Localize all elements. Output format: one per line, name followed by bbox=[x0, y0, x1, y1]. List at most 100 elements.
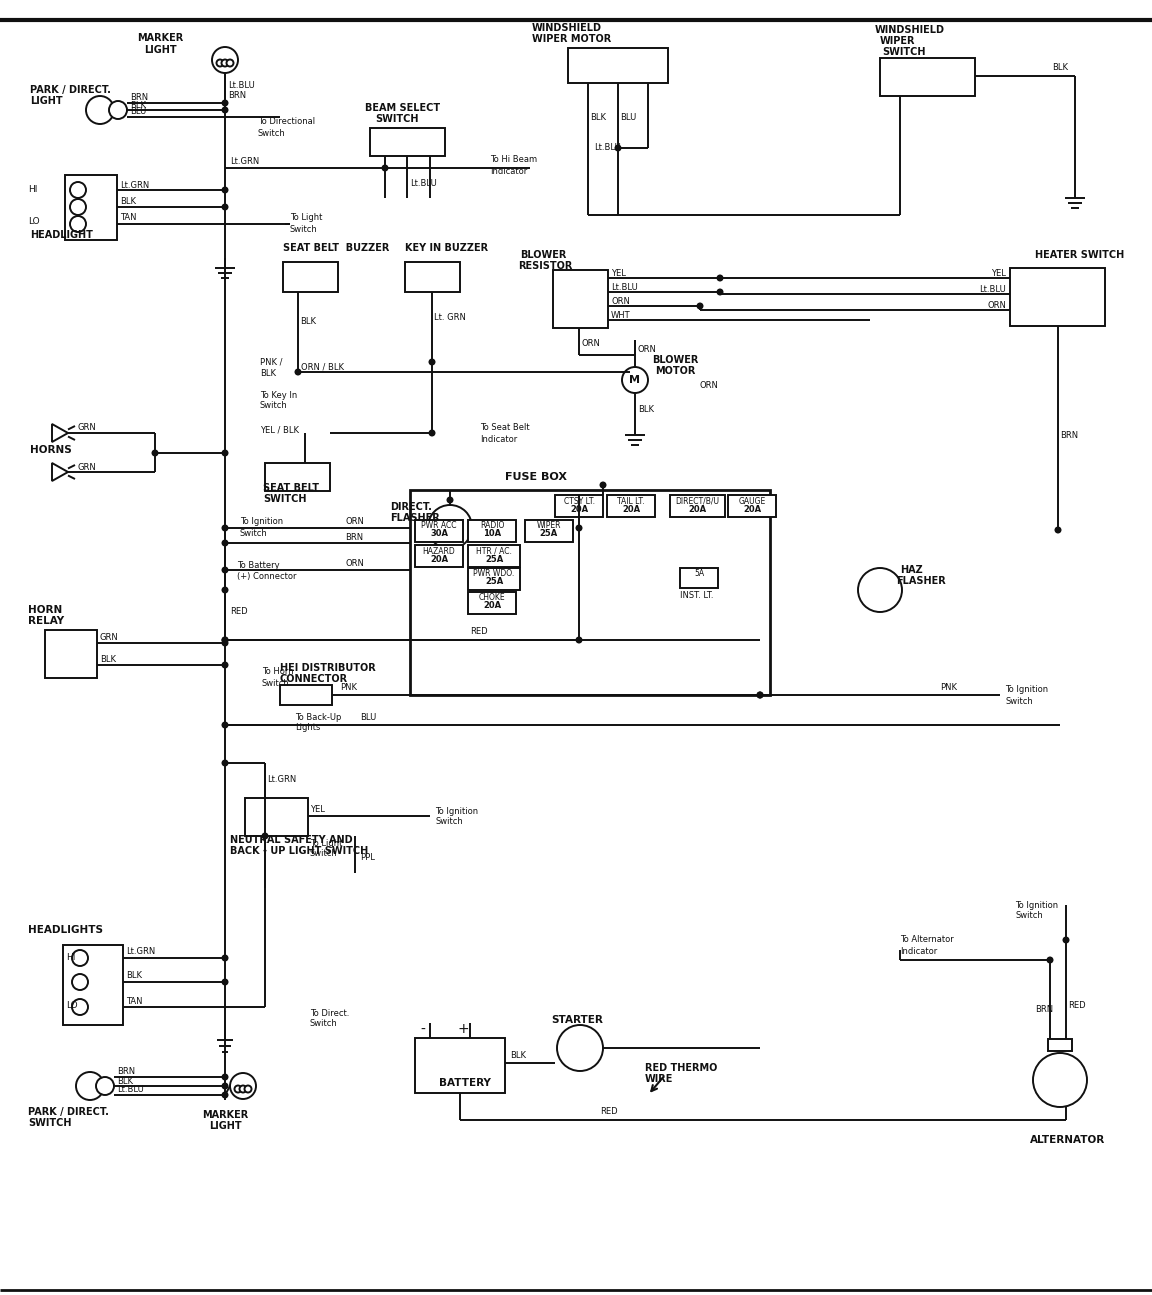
Bar bbox=[553, 269, 608, 328]
Circle shape bbox=[221, 759, 228, 767]
Bar bbox=[1010, 268, 1105, 326]
Circle shape bbox=[221, 106, 228, 114]
Text: CONNECTOR: CONNECTOR bbox=[280, 673, 348, 684]
Text: To Direct.: To Direct. bbox=[310, 1009, 349, 1018]
Text: To Horn: To Horn bbox=[262, 667, 294, 676]
Text: HEATER SWITCH: HEATER SWITCH bbox=[1034, 250, 1124, 260]
Circle shape bbox=[599, 482, 606, 488]
Text: BLK: BLK bbox=[126, 971, 142, 980]
Text: To Ignition: To Ignition bbox=[435, 807, 478, 816]
Text: 20A: 20A bbox=[689, 505, 706, 514]
Text: ORN: ORN bbox=[611, 297, 630, 306]
Text: (+) Connector: (+) Connector bbox=[237, 571, 296, 580]
Bar bbox=[283, 262, 338, 291]
Text: SWITCH: SWITCH bbox=[28, 1118, 71, 1128]
Text: To Ignition: To Ignition bbox=[240, 518, 283, 527]
Circle shape bbox=[70, 216, 86, 232]
Circle shape bbox=[221, 637, 228, 644]
Text: PWR WDO.: PWR WDO. bbox=[473, 570, 515, 579]
Text: GRN: GRN bbox=[100, 633, 119, 642]
Text: LIGHT: LIGHT bbox=[144, 45, 176, 54]
Text: ORN: ORN bbox=[700, 381, 719, 390]
Text: To Ignition: To Ignition bbox=[1015, 900, 1059, 909]
Bar bbox=[728, 495, 776, 517]
Text: 20A: 20A bbox=[570, 505, 588, 514]
Text: PARK / DIRECT.: PARK / DIRECT. bbox=[30, 85, 111, 95]
Text: To Hi Beam: To Hi Beam bbox=[490, 155, 537, 164]
Text: CTSY LT.: CTSY LT. bbox=[563, 496, 594, 505]
Text: Switch: Switch bbox=[1015, 912, 1043, 921]
Text: BLU: BLU bbox=[359, 712, 377, 721]
Text: Switch: Switch bbox=[310, 850, 338, 859]
Circle shape bbox=[622, 366, 647, 392]
Text: Switch: Switch bbox=[290, 224, 318, 233]
Text: Switch: Switch bbox=[258, 128, 286, 137]
Circle shape bbox=[227, 60, 234, 66]
Text: BLK: BLK bbox=[100, 655, 116, 664]
Text: HEADLIGHTS: HEADLIGHTS bbox=[28, 925, 103, 935]
Circle shape bbox=[221, 662, 228, 668]
Text: 30A: 30A bbox=[430, 530, 448, 539]
Circle shape bbox=[576, 637, 583, 644]
Text: Switch: Switch bbox=[435, 817, 463, 826]
Text: BATTERY: BATTERY bbox=[439, 1077, 491, 1088]
Text: BRN: BRN bbox=[344, 532, 363, 541]
Text: PNK: PNK bbox=[340, 682, 357, 692]
Text: Switch: Switch bbox=[1005, 697, 1032, 706]
Text: WIPER: WIPER bbox=[880, 36, 916, 47]
Text: DIRECT/B/U: DIRECT/B/U bbox=[675, 496, 720, 505]
Text: 5A: 5A bbox=[694, 570, 704, 579]
Circle shape bbox=[71, 998, 88, 1015]
Text: BLU: BLU bbox=[130, 107, 146, 117]
Text: +: + bbox=[457, 1022, 469, 1036]
Circle shape bbox=[221, 637, 228, 644]
Text: WHT: WHT bbox=[611, 311, 630, 320]
Circle shape bbox=[429, 505, 472, 549]
Circle shape bbox=[221, 1074, 228, 1080]
Text: FLASHER: FLASHER bbox=[896, 576, 946, 587]
Text: PARK / DIRECT.: PARK / DIRECT. bbox=[28, 1107, 109, 1118]
Text: WINDSHIELD: WINDSHIELD bbox=[532, 23, 602, 32]
Text: HI: HI bbox=[28, 185, 37, 194]
Text: HTR / AC.: HTR / AC. bbox=[476, 546, 511, 556]
Text: WIPER MOTOR: WIPER MOTOR bbox=[532, 34, 612, 44]
Bar bbox=[410, 490, 770, 695]
Circle shape bbox=[429, 359, 435, 365]
Text: ORN: ORN bbox=[581, 338, 600, 347]
Bar bbox=[415, 1039, 505, 1093]
Bar bbox=[45, 629, 97, 679]
Text: BLOWER: BLOWER bbox=[652, 355, 698, 365]
Circle shape bbox=[212, 47, 238, 73]
Circle shape bbox=[221, 100, 228, 106]
Text: KEY IN BUZZER: KEY IN BUZZER bbox=[406, 243, 488, 253]
Bar bbox=[568, 48, 668, 83]
Text: Lt.BLU: Lt.BLU bbox=[410, 179, 437, 188]
Text: To Battery: To Battery bbox=[237, 561, 280, 570]
Circle shape bbox=[70, 199, 86, 215]
Circle shape bbox=[295, 369, 302, 376]
Text: DIRECT.: DIRECT. bbox=[391, 502, 432, 512]
Text: To Ignition: To Ignition bbox=[1005, 685, 1048, 694]
Text: 20A: 20A bbox=[622, 505, 641, 514]
Text: HEADLIGHT: HEADLIGHT bbox=[30, 231, 93, 240]
Text: RED: RED bbox=[1068, 1001, 1085, 1010]
Circle shape bbox=[71, 951, 88, 966]
Text: Lt.BLU: Lt.BLU bbox=[611, 282, 638, 291]
Text: To Light: To Light bbox=[310, 838, 342, 847]
Circle shape bbox=[757, 692, 764, 698]
Text: STARTER: STARTER bbox=[551, 1015, 602, 1026]
Text: BRN: BRN bbox=[1060, 430, 1078, 439]
Text: FLASHER: FLASHER bbox=[391, 513, 440, 523]
Text: BRN: BRN bbox=[118, 1067, 135, 1076]
Text: BRN: BRN bbox=[1034, 1005, 1053, 1014]
Bar bbox=[415, 521, 463, 543]
Text: PNK /: PNK / bbox=[260, 357, 282, 366]
Circle shape bbox=[221, 449, 228, 457]
Text: HAZARD: HAZARD bbox=[423, 546, 455, 556]
Circle shape bbox=[221, 721, 228, 729]
Text: ALTERNATOR: ALTERNATOR bbox=[1030, 1134, 1105, 1145]
Bar bbox=[680, 569, 718, 588]
Text: BLK: BLK bbox=[118, 1076, 132, 1085]
Text: To Directional: To Directional bbox=[258, 118, 316, 127]
Bar bbox=[468, 545, 520, 567]
